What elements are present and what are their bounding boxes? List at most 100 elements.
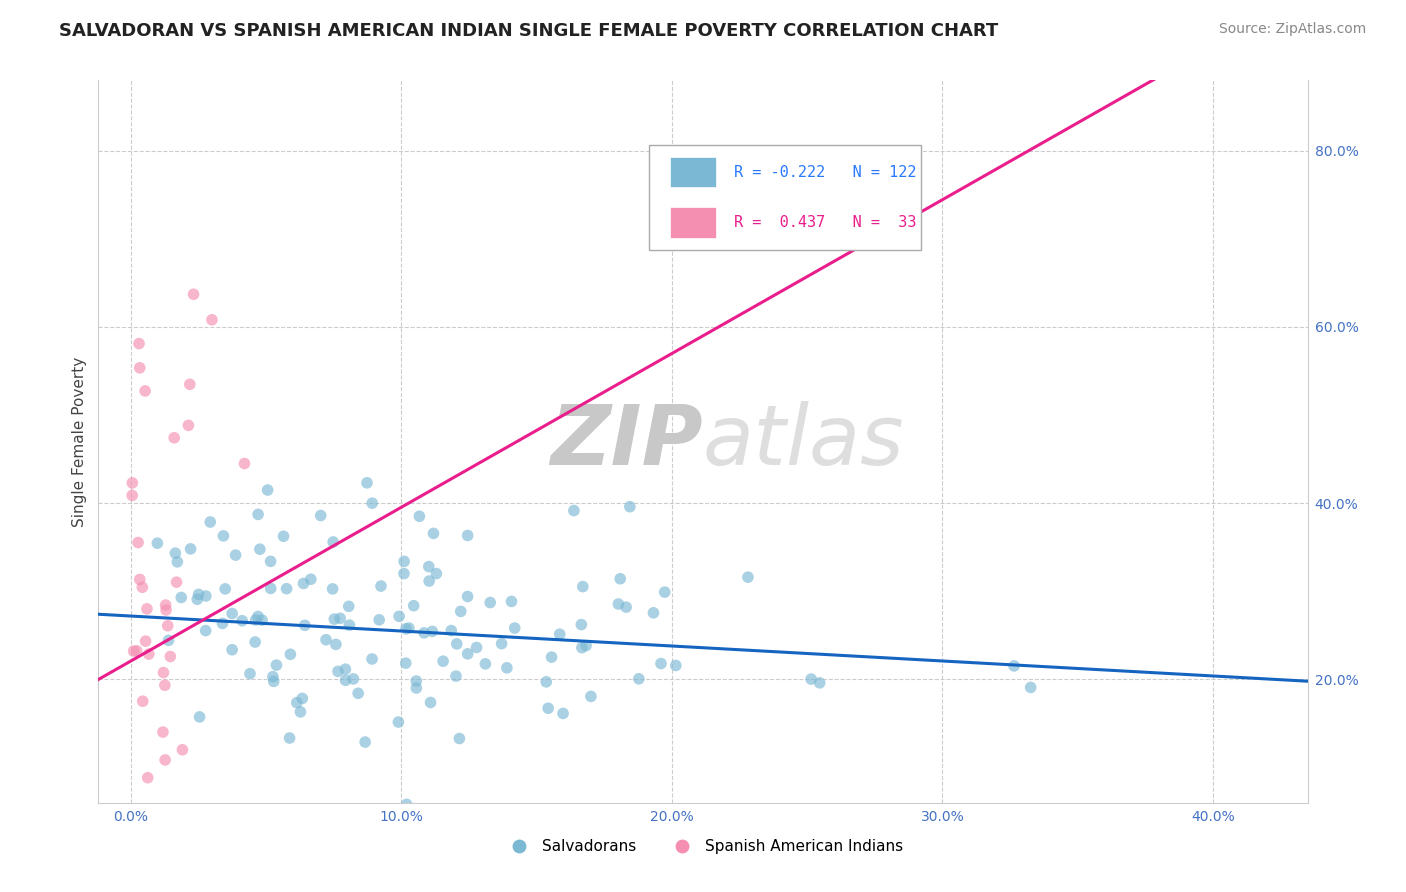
Point: [339, 618, 361, 632]
Point: [179, 377, 201, 392]
Point: [194, 589, 217, 603]
Point: [322, 582, 344, 596]
Point: [368, 613, 391, 627]
Point: [496, 661, 519, 675]
Point: [347, 686, 370, 700]
Point: [134, 384, 156, 398]
Point: [537, 701, 560, 715]
Text: Source: ZipAtlas.com: Source: ZipAtlas.com: [1219, 22, 1367, 37]
Point: [1019, 681, 1042, 695]
Point: [165, 546, 187, 560]
Point: [418, 574, 440, 588]
Point: [737, 570, 759, 584]
Point: [551, 706, 574, 721]
Point: [200, 515, 222, 529]
Point: [262, 670, 284, 684]
Point: [548, 627, 571, 641]
Point: [419, 696, 441, 710]
Point: [157, 633, 180, 648]
Point: [280, 647, 302, 661]
Point: [125, 644, 148, 658]
Point: [607, 597, 630, 611]
Point: [395, 656, 418, 670]
Point: [420, 624, 443, 639]
Text: ZIP: ZIP: [550, 401, 703, 482]
Y-axis label: Single Female Poverty: Single Female Poverty: [72, 357, 87, 526]
Point: [450, 604, 472, 618]
Point: [444, 669, 467, 683]
Point: [127, 535, 149, 549]
Point: [256, 483, 278, 497]
Point: [432, 654, 454, 668]
Point: [315, 632, 337, 647]
Point: [356, 475, 378, 490]
Point: [156, 619, 179, 633]
Point: [276, 582, 298, 596]
Point: [177, 418, 200, 433]
Point: [413, 625, 436, 640]
Point: [449, 731, 471, 746]
Point: [121, 488, 143, 502]
Point: [501, 594, 523, 608]
Text: atlas: atlas: [703, 401, 904, 482]
Point: [292, 576, 315, 591]
Point: [294, 618, 316, 632]
Point: [609, 572, 631, 586]
Point: [422, 526, 444, 541]
Point: [231, 614, 253, 628]
Point: [201, 313, 224, 327]
Point: [186, 592, 208, 607]
Point: [249, 542, 271, 557]
Point: [141, 856, 163, 871]
Point: [335, 662, 357, 676]
Point: [138, 647, 160, 661]
FancyBboxPatch shape: [671, 157, 716, 187]
Point: [146, 536, 169, 550]
Point: [395, 622, 418, 636]
FancyBboxPatch shape: [648, 145, 921, 250]
Point: [153, 753, 176, 767]
Point: [418, 559, 440, 574]
Point: [194, 624, 217, 638]
Point: [329, 611, 352, 625]
Point: [665, 658, 688, 673]
Point: [654, 585, 676, 599]
Point: [440, 624, 463, 638]
Point: [342, 672, 364, 686]
Point: [491, 637, 513, 651]
Point: [131, 580, 153, 594]
Point: [1002, 659, 1025, 673]
Point: [155, 598, 177, 612]
FancyBboxPatch shape: [671, 207, 716, 237]
Point: [335, 673, 357, 688]
Point: [800, 672, 823, 686]
Point: [122, 644, 145, 658]
Point: [614, 600, 637, 615]
Point: [425, 566, 447, 581]
Point: [392, 566, 415, 581]
Point: [259, 554, 281, 568]
Text: SALVADORAN VS SPANISH AMERICAN INDIAN SINGLE FEMALE POVERTY CORRELATION CHART: SALVADORAN VS SPANISH AMERICAN INDIAN SI…: [59, 22, 998, 40]
Point: [299, 572, 322, 586]
Point: [188, 710, 211, 724]
Point: [132, 694, 155, 708]
Point: [405, 673, 427, 688]
Point: [172, 743, 194, 757]
Point: [361, 496, 384, 510]
Point: [247, 609, 270, 624]
Point: [159, 649, 181, 664]
Point: [285, 696, 308, 710]
Point: [239, 666, 262, 681]
Point: [322, 535, 344, 549]
Point: [128, 573, 150, 587]
Point: [405, 681, 427, 695]
Point: [503, 621, 526, 635]
Point: [474, 657, 496, 671]
Point: [392, 554, 415, 568]
Point: [273, 529, 295, 543]
Point: [627, 672, 650, 686]
Point: [290, 705, 312, 719]
Point: [225, 548, 247, 562]
Legend: Salvadorans, Spanish American Indians: Salvadorans, Spanish American Indians: [498, 833, 908, 860]
Point: [128, 336, 150, 351]
